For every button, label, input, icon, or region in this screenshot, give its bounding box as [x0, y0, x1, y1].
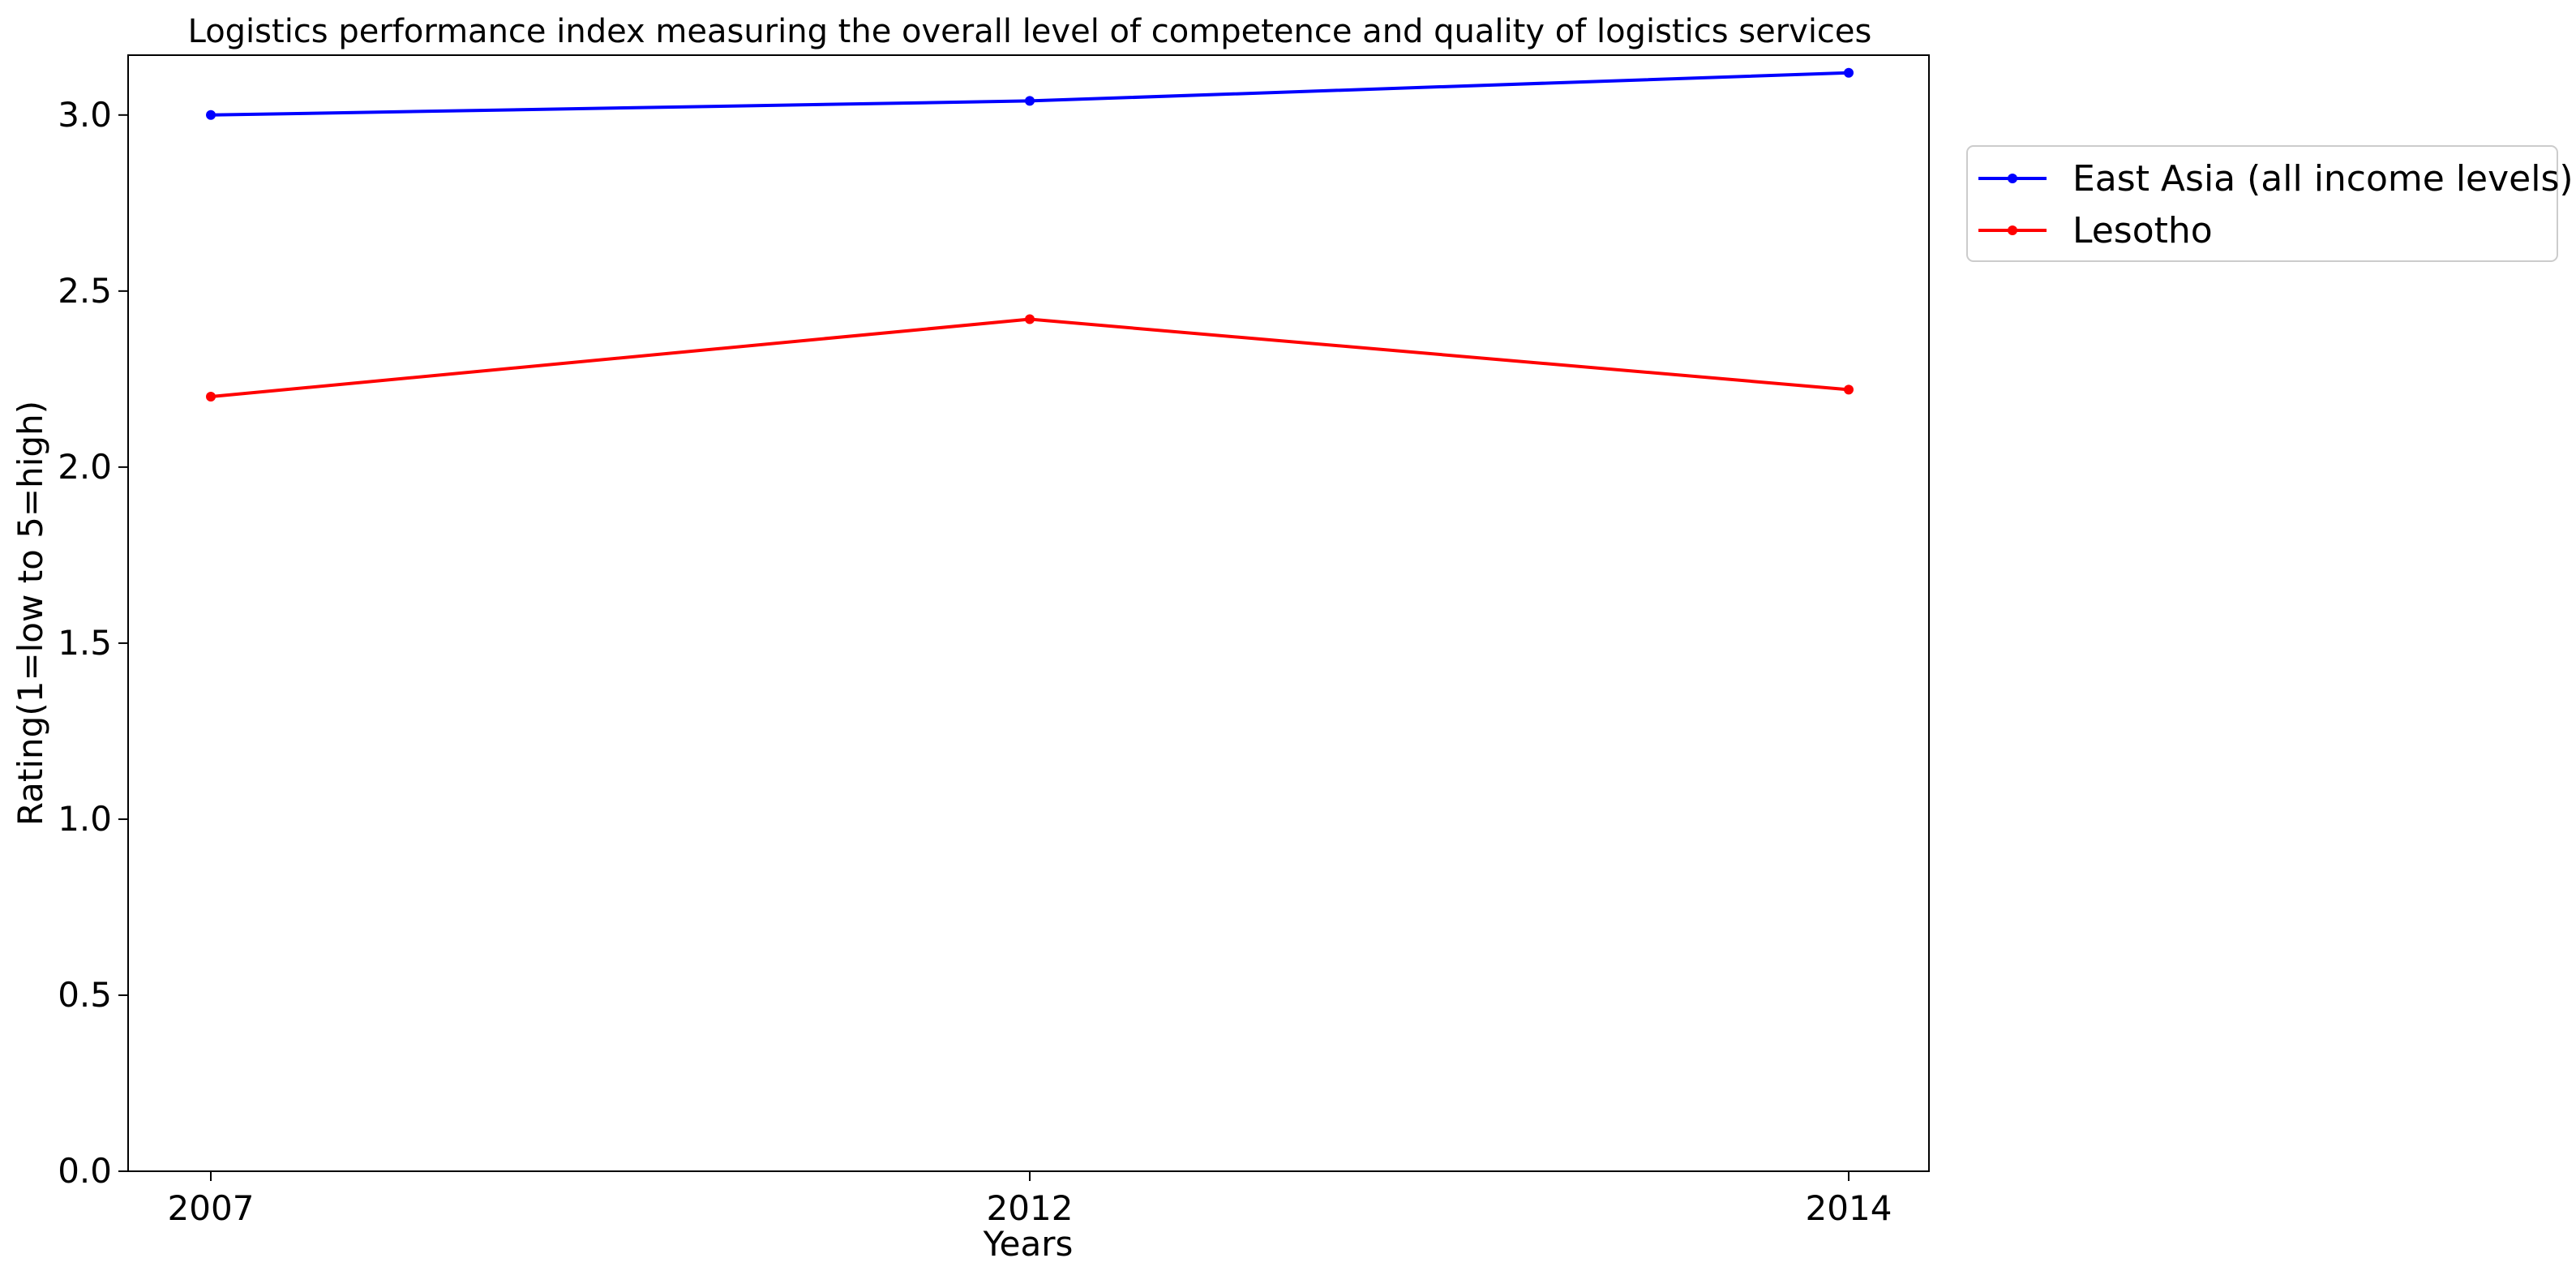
series-line-1: [210, 71, 1849, 117]
series-point: [1025, 314, 1035, 324]
y-tick-label: 1.0: [58, 799, 112, 839]
series-point: [206, 110, 216, 120]
x-tick-label: 2012: [987, 1188, 1074, 1228]
y-tick-label: 2.0: [58, 447, 112, 487]
x-axis-ticks: 2007 2012 2014: [168, 1171, 1892, 1228]
x-axis-label: Years: [983, 1224, 1074, 1264]
y-tick-label: 2.5: [58, 271, 112, 311]
legend-marker: [2008, 225, 2017, 235]
legend: East Asia (all income levels) Lesotho: [1966, 145, 2574, 262]
plot-area: 0.0 0.5 1.0 1.5 2.0 2.5 3.0 2007 2012 2014: [58, 54, 1930, 1228]
legend-label: East Asia (all income levels): [2072, 158, 2574, 200]
y-tick-label: 0.0: [58, 1151, 112, 1191]
series-point: [1844, 384, 1854, 395]
y-tick-label: 0.5: [58, 975, 112, 1015]
series-point: [1844, 67, 1854, 78]
legend-label: Lesotho: [2072, 210, 2213, 251]
series-line-2: [210, 317, 1849, 399]
x-tick-label: 2007: [168, 1188, 255, 1228]
x-tick-label: 2014: [1806, 1188, 1892, 1228]
series-point: [1025, 96, 1035, 106]
y-axis-ticks: 0.0 0.5 1.0 1.5 2.0 2.5 3.0: [58, 95, 128, 1191]
plot-frame: [127, 54, 1930, 1172]
series-layer: [206, 67, 1854, 402]
legend-marker: [2008, 174, 2017, 183]
legend-box: [1966, 145, 2558, 262]
y-tick-label: 3.0: [58, 95, 112, 135]
chart-title: Logistics performance index measuring th…: [188, 13, 1872, 50]
y-axis-label: Rating(1=low to 5=high): [11, 401, 50, 826]
series-point: [206, 392, 216, 402]
legend-items: East Asia (all income levels) Lesotho: [1978, 158, 2574, 251]
y-tick-label: 1.5: [58, 623, 112, 663]
